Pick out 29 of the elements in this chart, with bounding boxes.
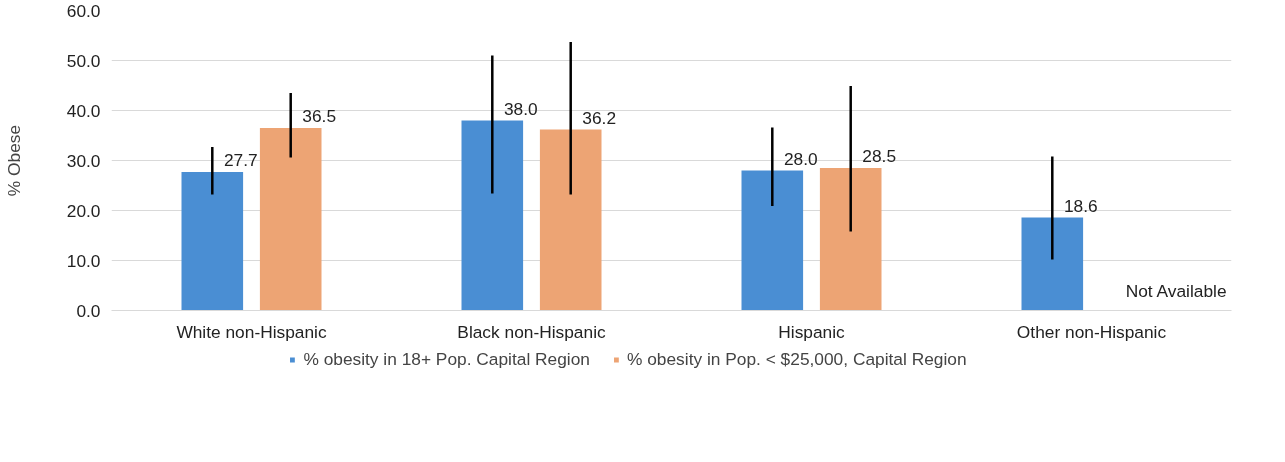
bar <box>819 168 882 311</box>
legend-label: % obesity in Pop. < $25,000, Capital Region <box>626 348 967 370</box>
y-tick-label: 40.0 <box>66 100 101 121</box>
annotation: Not Available <box>1125 280 1227 301</box>
data-label: 38.0 <box>503 98 538 119</box>
data-label: 36.5 <box>302 106 337 126</box>
legend-label: % obesity in 18+ Pop. Capital Region <box>303 348 590 370</box>
bar <box>461 120 524 311</box>
y-tick-label: 20.0 <box>66 200 101 221</box>
bar <box>539 129 602 311</box>
y-axis-title: % Obese <box>3 124 24 197</box>
y-tick-label: 10.0 <box>66 250 101 271</box>
y-tick-label: 50.0 <box>66 50 101 71</box>
bar <box>181 172 244 311</box>
y-tick-label: 0.0 <box>76 300 101 321</box>
data-label: 36.2 <box>582 107 617 128</box>
x-tick-label: Other non-Hispanic <box>1016 321 1167 342</box>
x-tick-label: Black non-Hispanic <box>457 321 606 342</box>
data-label: 28.0 <box>783 148 818 169</box>
y-tick-label: 60.0 <box>66 0 101 21</box>
y-tick-label: 30.0 <box>66 150 101 171</box>
data-label: 28.5 <box>862 146 897 166</box>
data-label: 27.7 <box>223 150 258 170</box>
bar <box>1021 217 1084 311</box>
x-tick-label: White non-Hispanic <box>176 321 327 342</box>
x-tick-label: Hispanic <box>778 321 846 342</box>
bar <box>259 128 322 311</box>
bar <box>741 170 804 311</box>
data-label: 18.6 <box>1063 195 1098 216</box>
